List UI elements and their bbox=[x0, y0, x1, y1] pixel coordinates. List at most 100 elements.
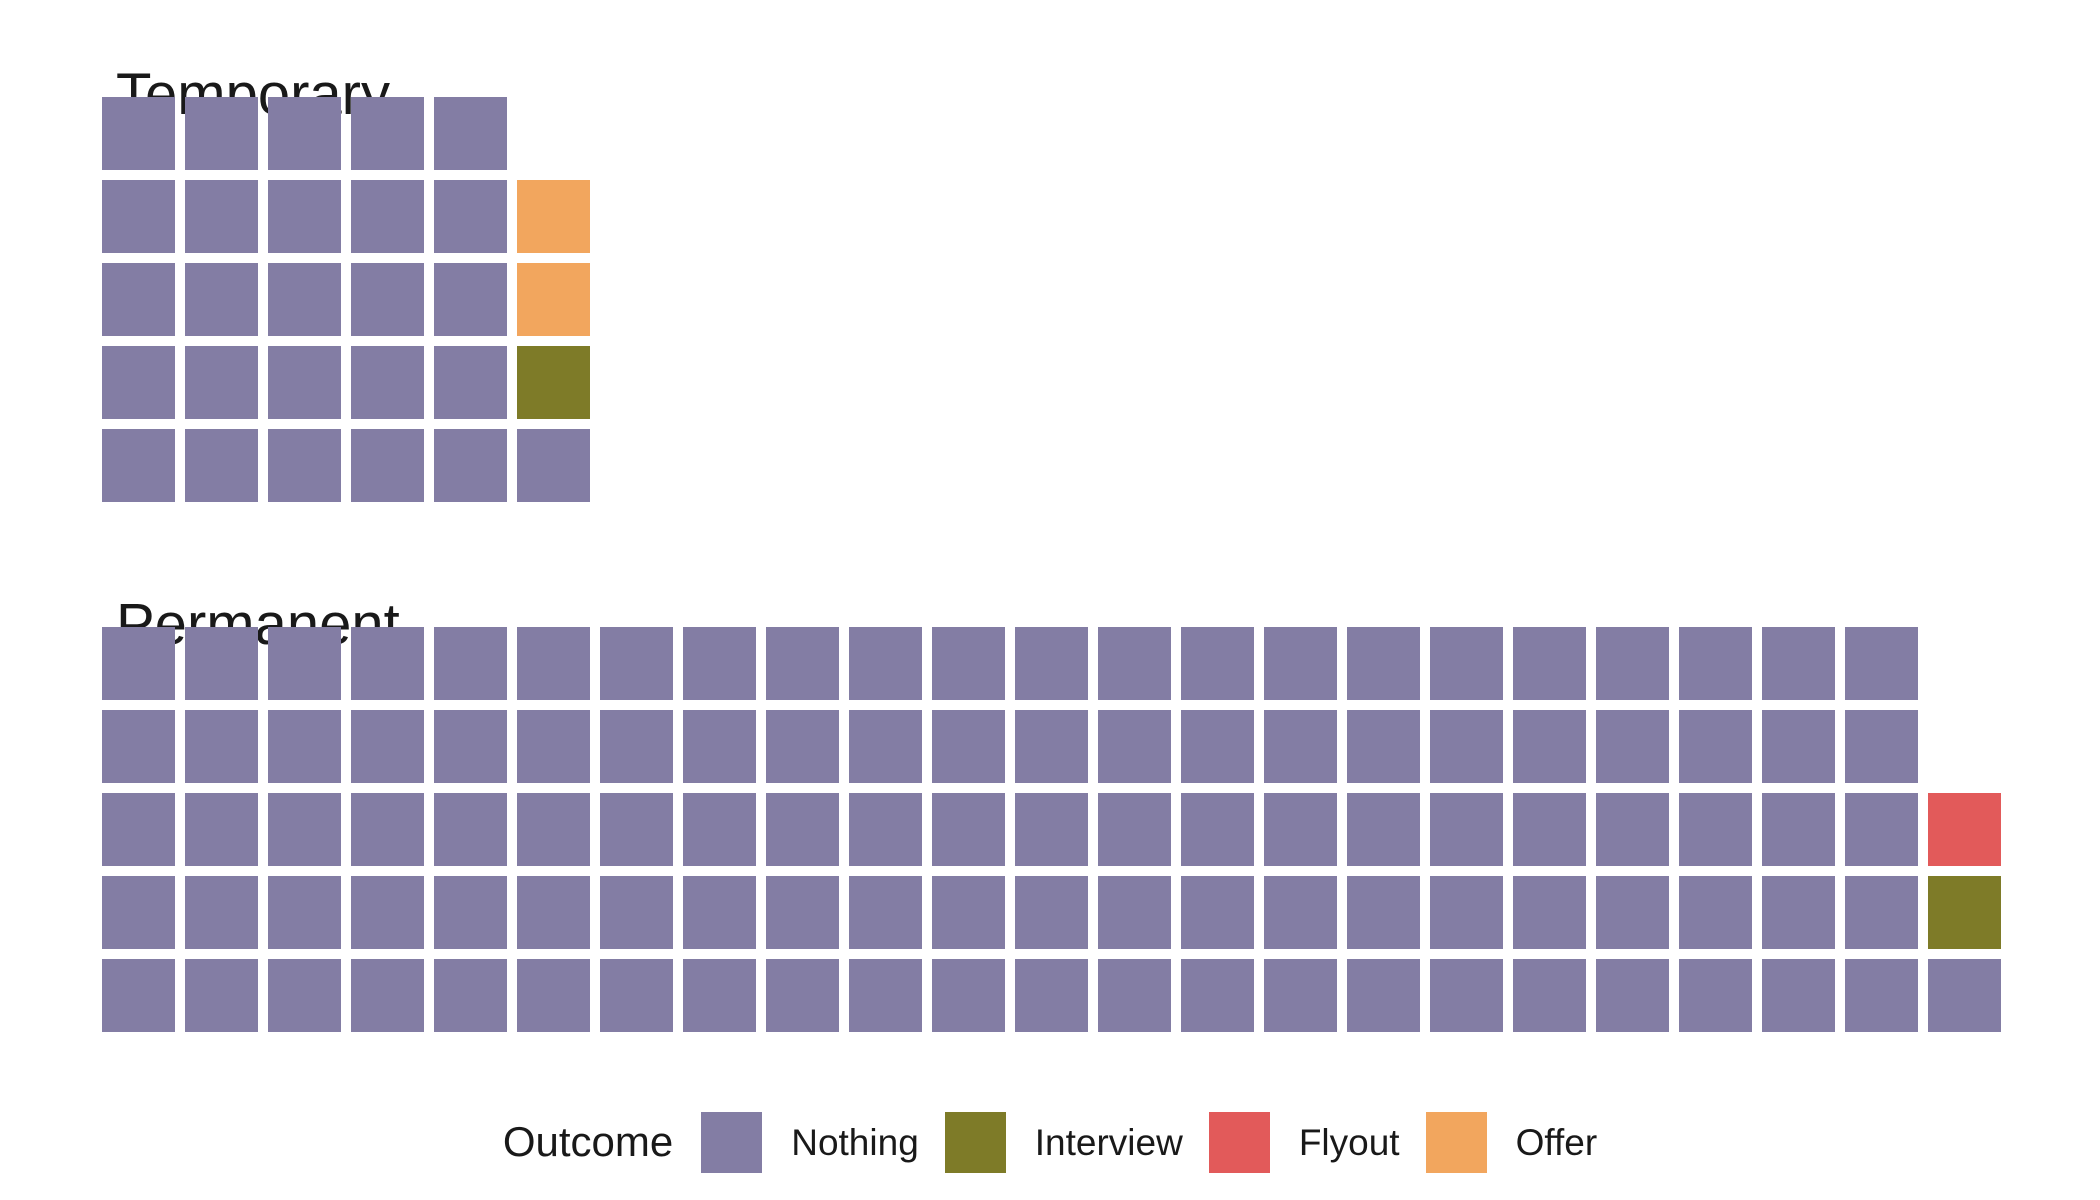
waffle-cell-nothing bbox=[185, 793, 258, 866]
waffle-cell-nothing bbox=[1015, 959, 1088, 1032]
waffle-cell-nothing bbox=[268, 346, 341, 419]
waffle-cell-nothing bbox=[268, 959, 341, 1032]
waffle-cell-nothing bbox=[351, 793, 424, 866]
waffle-cell-nothing bbox=[1845, 793, 1918, 866]
waffle-cell-nothing bbox=[600, 959, 673, 1032]
waffle-cell-nothing bbox=[932, 710, 1005, 783]
waffle-cell-nothing bbox=[683, 710, 756, 783]
waffle-cell-nothing bbox=[1347, 959, 1420, 1032]
waffle-cell-nothing bbox=[600, 627, 673, 700]
legend-entry-offer: Offer bbox=[1425, 1111, 1598, 1173]
waffle-cell-nothing bbox=[1098, 959, 1171, 1032]
legend-label-flyout: Flyout bbox=[1298, 1121, 1400, 1163]
waffle-cell-nothing bbox=[517, 429, 590, 502]
waffle-cell-nothing bbox=[1430, 710, 1503, 783]
waffle-cell-nothing bbox=[1015, 627, 1088, 700]
legend-swatch-flyout bbox=[1208, 1111, 1270, 1173]
waffle-cell-nothing bbox=[1347, 627, 1420, 700]
waffle-cell-nothing bbox=[517, 876, 590, 949]
waffle-cell-nothing bbox=[1679, 793, 1752, 866]
waffle-cell-nothing bbox=[351, 627, 424, 700]
waffle-cell-nothing bbox=[434, 180, 507, 253]
waffle-cell-nothing bbox=[1679, 876, 1752, 949]
waffle-cell-nothing bbox=[102, 180, 175, 253]
waffle-cell-nothing bbox=[1513, 876, 1586, 949]
waffle-cell-nothing bbox=[766, 876, 839, 949]
waffle-cell-nothing bbox=[1430, 793, 1503, 866]
waffle-cell-nothing bbox=[1845, 876, 1918, 949]
waffle-cell-nothing bbox=[1015, 876, 1088, 949]
waffle-cell-nothing bbox=[932, 959, 1005, 1032]
waffle-cell-nothing bbox=[268, 180, 341, 253]
waffle-grid-temporary bbox=[102, 97, 590, 502]
waffle-cell-nothing bbox=[351, 97, 424, 170]
waffle-cell-nothing bbox=[1264, 959, 1337, 1032]
waffle-cell-nothing bbox=[268, 263, 341, 336]
waffle-cell-nothing bbox=[1596, 876, 1669, 949]
waffle-cell-nothing bbox=[185, 627, 258, 700]
waffle-cell-nothing bbox=[1845, 627, 1918, 700]
legend-title: Outcome bbox=[502, 1118, 674, 1165]
waffle-cell-nothing bbox=[849, 710, 922, 783]
waffle-cell-nothing bbox=[1015, 710, 1088, 783]
waffle-cell-nothing bbox=[600, 793, 673, 866]
waffle-cell-nothing bbox=[600, 710, 673, 783]
waffle-cell-nothing bbox=[102, 346, 175, 419]
waffle-cell-nothing bbox=[849, 876, 922, 949]
waffle-cell-nothing bbox=[351, 710, 424, 783]
waffle-cell-nothing bbox=[102, 793, 175, 866]
waffle-cell-nothing bbox=[1181, 793, 1254, 866]
waffle-cell-nothing bbox=[1098, 876, 1171, 949]
waffle-cell-offer bbox=[517, 263, 590, 336]
waffle-cell-nothing bbox=[185, 876, 258, 949]
waffle-cell-nothing bbox=[268, 429, 341, 502]
waffle-cell-nothing bbox=[351, 346, 424, 419]
waffle-cell-nothing bbox=[1762, 627, 1835, 700]
waffle-cell-nothing bbox=[102, 97, 175, 170]
waffle-cell-nothing bbox=[1762, 710, 1835, 783]
waffle-cell-nothing bbox=[1098, 793, 1171, 866]
waffle-cell-nothing bbox=[1181, 627, 1254, 700]
waffle-cell-nothing bbox=[1264, 710, 1337, 783]
waffle-cell-nothing bbox=[1430, 876, 1503, 949]
waffle-grid-permanent bbox=[102, 627, 2001, 1032]
waffle-cell-nothing bbox=[1098, 710, 1171, 783]
waffle-cell-nothing bbox=[1845, 959, 1918, 1032]
waffle-cell-nothing bbox=[1762, 793, 1835, 866]
waffle-cell-nothing bbox=[185, 429, 258, 502]
waffle-cell-nothing bbox=[1845, 710, 1918, 783]
waffle-cell-nothing bbox=[434, 710, 507, 783]
waffle-cell-nothing bbox=[351, 180, 424, 253]
waffle-cell-nothing bbox=[932, 627, 1005, 700]
legend-entry-flyout: Flyout bbox=[1208, 1111, 1400, 1173]
waffle-cell-nothing bbox=[1181, 876, 1254, 949]
waffle-cell-nothing bbox=[1513, 959, 1586, 1032]
waffle-cell-nothing bbox=[683, 959, 756, 1032]
waffle-cell-flyout bbox=[1928, 793, 2001, 866]
waffle-cell-nothing bbox=[268, 97, 341, 170]
legend-label-offer: Offer bbox=[1515, 1121, 1598, 1163]
waffle-cell-nothing bbox=[1181, 710, 1254, 783]
waffle-cell-nothing bbox=[434, 627, 507, 700]
waffle-cell-nothing bbox=[1513, 793, 1586, 866]
waffle-cell-nothing bbox=[932, 793, 1005, 866]
waffle-cell-nothing bbox=[268, 627, 341, 700]
waffle-cell-nothing bbox=[1679, 959, 1752, 1032]
waffle-cell-nothing bbox=[102, 876, 175, 949]
waffle-cell-nothing bbox=[185, 180, 258, 253]
waffle-cell-interview bbox=[1928, 876, 2001, 949]
waffle-cell-nothing bbox=[1264, 876, 1337, 949]
waffle-cell-nothing bbox=[351, 876, 424, 949]
waffle-cell-nothing bbox=[351, 263, 424, 336]
waffle-cell-nothing bbox=[600, 876, 673, 949]
waffle-cell-nothing bbox=[849, 627, 922, 700]
waffle-cell-nothing bbox=[517, 959, 590, 1032]
waffle-cell-nothing bbox=[351, 959, 424, 1032]
legend: Outcome Nothing Interview Flyout Offer bbox=[0, 1111, 2100, 1173]
waffle-cell-nothing bbox=[1181, 959, 1254, 1032]
waffle-cell-nothing bbox=[517, 793, 590, 866]
waffle-cell-nothing bbox=[1347, 710, 1420, 783]
waffle-cell-nothing bbox=[185, 97, 258, 170]
waffle-cell-nothing bbox=[268, 793, 341, 866]
waffle-cell-nothing bbox=[1430, 627, 1503, 700]
